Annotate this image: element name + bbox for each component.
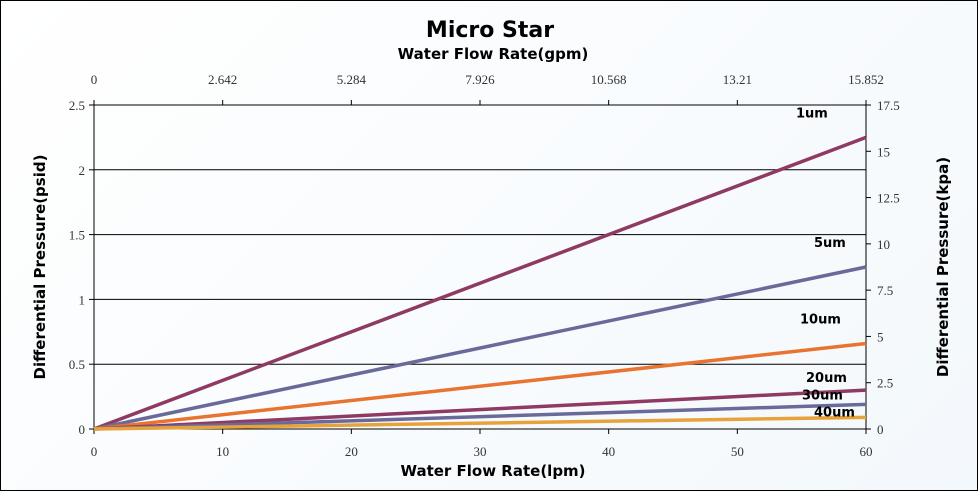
x-tick-label: 20 <box>345 444 358 459</box>
y-tick-label: 2 <box>79 163 86 178</box>
series-line-40um <box>93 415 867 431</box>
x-tick-label: 50 <box>731 444 744 459</box>
x2-tick-label: 5.284 <box>337 72 367 87</box>
x-tick-label: 30 <box>474 444 487 459</box>
x2-tick-label: 15.852 <box>848 72 884 87</box>
y-tick-label: 2.5 <box>69 98 85 113</box>
x-tick-label: 60 <box>860 444 873 459</box>
y2-tick-label: 10 <box>877 237 890 252</box>
y2-tick-label: 5 <box>877 329 884 344</box>
series-line-5um <box>93 265 867 431</box>
x-tick-label: 40 <box>602 444 615 459</box>
series-label-30um: 30um <box>802 388 843 403</box>
chart-title: Micro Star <box>426 18 554 43</box>
y-tick-label: 1 <box>79 292 86 307</box>
x2-tick-label: 10.568 <box>591 72 627 87</box>
x-tick-label: 10 <box>216 444 229 459</box>
x2-tick-label: 2.642 <box>208 72 237 87</box>
series-line-1um <box>93 135 867 431</box>
y-axis-label: Differential Pressure(psid) <box>31 155 49 380</box>
x2-tick-label: 13.21 <box>723 72 752 87</box>
series-label-20um: 20um <box>806 371 847 386</box>
y2-axis-label: Differential Pressure(kpa) <box>934 157 952 377</box>
x-axis-label: Water Flow Rate(lpm) <box>400 462 585 480</box>
y2-tick-label: 2.5 <box>877 376 893 391</box>
y-tick-label: 0.5 <box>69 357 85 372</box>
series-label-1um: 1um <box>796 106 828 121</box>
y2-tick-label: 7.5 <box>877 283 893 298</box>
series-label-10um: 10um <box>800 312 841 327</box>
series-label-40um: 40um <box>814 405 855 420</box>
series-label-5um: 5um <box>814 236 846 251</box>
series-line-10um <box>93 341 867 431</box>
y2-tick-label: 12.5 <box>877 191 900 206</box>
x2-tick-label: 0 <box>91 72 98 87</box>
x-tick-label: 0 <box>91 444 98 459</box>
y2-tick-label: 0 <box>877 422 884 437</box>
y-tick-label: 0 <box>79 422 86 437</box>
y2-tick-label: 15 <box>877 144 890 159</box>
series-line-30um <box>93 402 867 431</box>
y2-tick-label: 17.5 <box>877 98 900 113</box>
series-line-20um <box>93 388 867 431</box>
x2-axis-label: Water Flow Rate(gpm) <box>398 45 589 63</box>
y-tick-label: 1.5 <box>69 228 85 243</box>
x2-tick-label: 7.926 <box>465 72 495 87</box>
